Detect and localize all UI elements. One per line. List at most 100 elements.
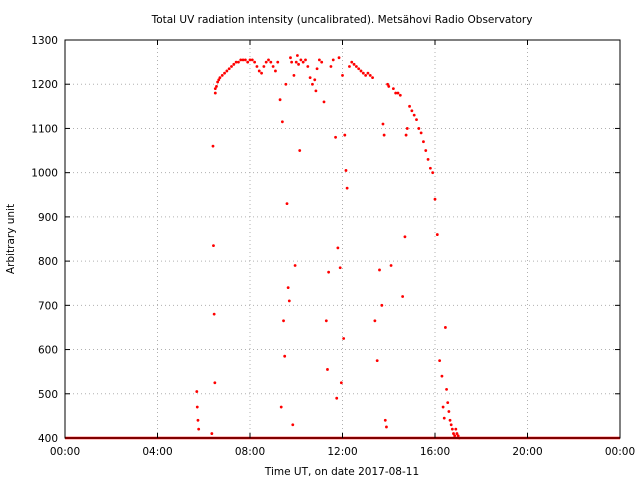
data-point [417, 127, 421, 130]
data-point [195, 390, 199, 393]
data-point [294, 60, 298, 64]
data-point [383, 418, 387, 422]
data-point [293, 264, 297, 267]
data-point [257, 69, 261, 73]
x-tick-label: 12:00 [327, 446, 357, 458]
data-point [276, 60, 280, 64]
data-point [401, 295, 405, 298]
data-point [378, 268, 381, 272]
data-point [260, 71, 263, 75]
data-point [211, 144, 215, 148]
data-point [456, 434, 460, 438]
x-tick-label: 04:00 [142, 446, 172, 458]
data-point [329, 65, 333, 68]
data-point [232, 62, 236, 66]
data-point [391, 87, 395, 91]
data-point [396, 91, 400, 95]
data-point [217, 78, 221, 82]
data-point [438, 359, 442, 363]
data-point [342, 337, 346, 340]
data-point [352, 62, 356, 66]
data-point [220, 73, 224, 77]
data-point [241, 58, 245, 62]
data-point [279, 405, 283, 409]
data-point [348, 65, 351, 68]
data-point [337, 56, 341, 60]
y-tick-label: 500 [38, 389, 58, 401]
data-point [298, 149, 302, 152]
data-point [308, 76, 312, 79]
data-point [431, 171, 435, 175]
axis-ticks: 00:00 04:00 08:00 12:00 16:00 20:00 00:0040050… [31, 35, 635, 458]
data-point [327, 270, 331, 274]
data-point [375, 359, 379, 363]
data-point [366, 71, 370, 75]
data-point [442, 416, 446, 420]
x-tick-label: 00:00 [50, 446, 80, 458]
data-point [368, 73, 372, 77]
y-axis-label: Arbitrary unit [5, 204, 17, 274]
data-point [415, 118, 418, 121]
data-point [447, 410, 451, 413]
data-point [336, 246, 340, 250]
data-point [282, 319, 285, 323]
data-point [441, 405, 445, 409]
data-point [314, 89, 318, 93]
data-point [267, 58, 270, 62]
data-point [440, 374, 444, 378]
y-tick-label: 800 [38, 256, 58, 268]
data-point [223, 71, 226, 75]
data-point [196, 418, 200, 422]
data-point [311, 82, 314, 86]
data-point [381, 122, 385, 126]
data-point [339, 381, 343, 385]
data-point [394, 91, 398, 95]
data-point [371, 76, 374, 79]
data-point [444, 326, 447, 329]
data-point [326, 368, 329, 371]
y-tick-label: 1100 [31, 123, 58, 135]
data-point [287, 299, 291, 303]
data-point [387, 85, 391, 88]
data-point [403, 235, 407, 239]
data-point [373, 319, 377, 323]
data-point [405, 127, 409, 130]
data-point [382, 133, 386, 137]
data-point [239, 58, 243, 62]
data-point [213, 381, 217, 385]
data-point [234, 60, 238, 64]
x-tick-label: 16:00 [420, 446, 450, 458]
data-point [218, 76, 222, 79]
data-point [361, 71, 365, 75]
data-point [428, 166, 432, 170]
data-point [380, 303, 384, 307]
data-point [450, 427, 454, 431]
data-point [445, 387, 448, 391]
data-point [284, 82, 288, 86]
data-point [253, 60, 257, 64]
y-tick-label: 400 [38, 433, 58, 445]
data-point [250, 58, 254, 62]
data-point [345, 186, 349, 190]
data-point [292, 73, 296, 77]
y-tick-label: 1200 [31, 79, 58, 91]
data-point [291, 423, 295, 427]
y-tick-label: 1300 [31, 35, 58, 47]
data-point [286, 286, 290, 290]
data-point [290, 60, 294, 64]
data-point [255, 65, 259, 68]
data-point [306, 65, 310, 68]
data-point [452, 432, 455, 435]
x-tick-label: 00:00 [605, 446, 635, 458]
data-point [454, 427, 458, 431]
data-point [248, 58, 252, 62]
data-point [296, 54, 299, 57]
data-point [237, 60, 240, 64]
data-point [386, 82, 389, 86]
data-point [335, 396, 339, 400]
data-point [216, 80, 220, 84]
data-point [422, 140, 425, 144]
data-point [331, 58, 335, 62]
